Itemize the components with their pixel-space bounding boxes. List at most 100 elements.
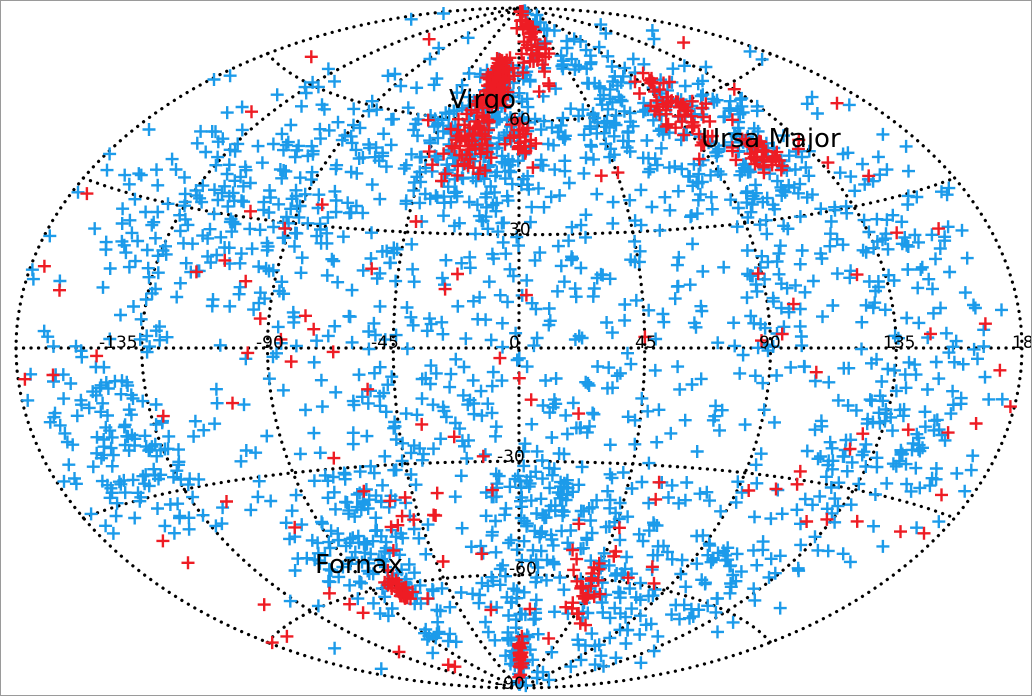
galaxy-marker <box>537 511 551 525</box>
galaxy-marker <box>379 160 393 174</box>
galaxy-marker <box>101 409 114 422</box>
galaxy-marker <box>476 449 490 463</box>
galaxy-marker <box>90 430 104 444</box>
galaxy-marker <box>545 533 559 546</box>
galaxy-marker <box>677 128 691 142</box>
galaxy-marker <box>814 450 827 463</box>
galaxy-marker <box>234 454 248 468</box>
galaxy-marker <box>356 206 370 220</box>
galaxy-marker <box>383 494 397 508</box>
galaxy-marker <box>645 24 659 37</box>
galaxy-marker <box>359 537 373 551</box>
galaxy-marker <box>520 474 534 488</box>
galaxy-marker <box>516 445 530 458</box>
galaxy-marker <box>283 532 297 546</box>
galaxy-marker <box>530 571 544 585</box>
galaxy-marker <box>252 296 266 310</box>
galaxy-marker <box>1003 400 1017 414</box>
galaxy-marker <box>150 163 163 177</box>
galaxy-marker <box>806 498 819 512</box>
galaxy-marker <box>609 651 623 665</box>
galaxy-marker <box>553 571 567 585</box>
galaxy-marker <box>600 316 614 329</box>
galaxy-marker <box>557 275 571 289</box>
galaxy-marker <box>826 454 840 468</box>
galaxy-marker <box>880 163 894 177</box>
galaxy-marker <box>329 385 343 399</box>
galaxy-marker <box>321 491 335 505</box>
galaxy-marker <box>274 332 288 346</box>
galaxy-marker <box>565 220 579 234</box>
galaxy-marker <box>536 159 550 173</box>
galaxy-marker <box>726 568 740 582</box>
galaxy-marker <box>977 340 991 353</box>
galaxy-marker <box>547 557 561 571</box>
galaxy-marker <box>929 252 942 266</box>
galaxy-marker <box>635 391 649 405</box>
galaxy-marker <box>725 140 739 154</box>
galaxy-marker <box>399 194 413 208</box>
galaxy-marker <box>415 392 429 406</box>
galaxy-marker <box>345 335 359 349</box>
galaxy-marker <box>545 645 559 659</box>
galaxy-marker <box>808 530 822 544</box>
galaxy-marker <box>545 468 559 482</box>
galaxy-marker <box>441 658 455 672</box>
galaxy-marker <box>441 634 455 648</box>
galaxy-marker <box>80 187 94 201</box>
galaxy-marker <box>479 509 493 523</box>
galaxy-marker <box>653 107 667 121</box>
galaxy-marker <box>298 80 312 94</box>
galaxy-marker <box>691 193 705 207</box>
galaxy-marker <box>326 345 340 359</box>
galaxy-marker <box>471 167 485 181</box>
galaxy-marker <box>652 403 666 417</box>
galaxy-marker <box>156 244 170 257</box>
galaxy-marker <box>402 557 416 571</box>
galaxy-marker <box>505 595 519 609</box>
galaxy-marker <box>830 96 844 110</box>
galaxy-marker <box>668 292 682 306</box>
galaxy-marker <box>603 438 617 452</box>
galaxy-marker <box>918 420 932 434</box>
galaxy-marker <box>426 584 440 598</box>
galaxy-marker <box>88 222 102 236</box>
galaxy-marker <box>790 503 804 517</box>
galaxy-marker <box>211 193 225 207</box>
galaxy-marker <box>577 128 591 142</box>
galaxy-marker <box>118 168 132 182</box>
galaxy-marker <box>151 178 165 192</box>
galaxy-marker <box>934 301 947 315</box>
galaxy-marker <box>178 187 192 201</box>
galaxy-marker <box>266 263 280 277</box>
galaxy-marker <box>614 75 628 89</box>
galaxy-marker <box>717 139 731 153</box>
galaxy-marker <box>685 94 699 108</box>
galaxy-marker <box>265 636 279 650</box>
galaxy-marker <box>208 183 221 197</box>
galaxy-marker <box>257 598 271 612</box>
galaxy-marker <box>506 269 520 283</box>
galaxy-marker <box>520 17 533 31</box>
galaxy-marker <box>658 190 672 204</box>
galaxy-marker <box>678 79 692 93</box>
galaxy-marker <box>659 120 673 134</box>
galaxy-marker <box>475 547 489 561</box>
galaxy-marker <box>331 115 345 129</box>
galaxy-marker <box>583 419 596 433</box>
galaxy-marker <box>209 519 223 533</box>
galaxy-marker <box>782 149 796 163</box>
galaxy-marker <box>768 415 781 429</box>
galaxy-marker <box>134 168 148 182</box>
galaxy-marker <box>444 367 458 381</box>
galaxy-marker <box>143 442 157 456</box>
galaxy-marker <box>251 490 265 504</box>
galaxy-marker <box>898 368 912 382</box>
galaxy-marker <box>605 471 619 485</box>
galaxy-marker <box>547 462 561 476</box>
galaxy-marker <box>496 340 509 354</box>
galaxy-marker <box>666 62 680 76</box>
galaxy-marker <box>460 107 474 121</box>
galaxy-marker <box>448 490 462 504</box>
galaxy-marker <box>675 162 689 176</box>
